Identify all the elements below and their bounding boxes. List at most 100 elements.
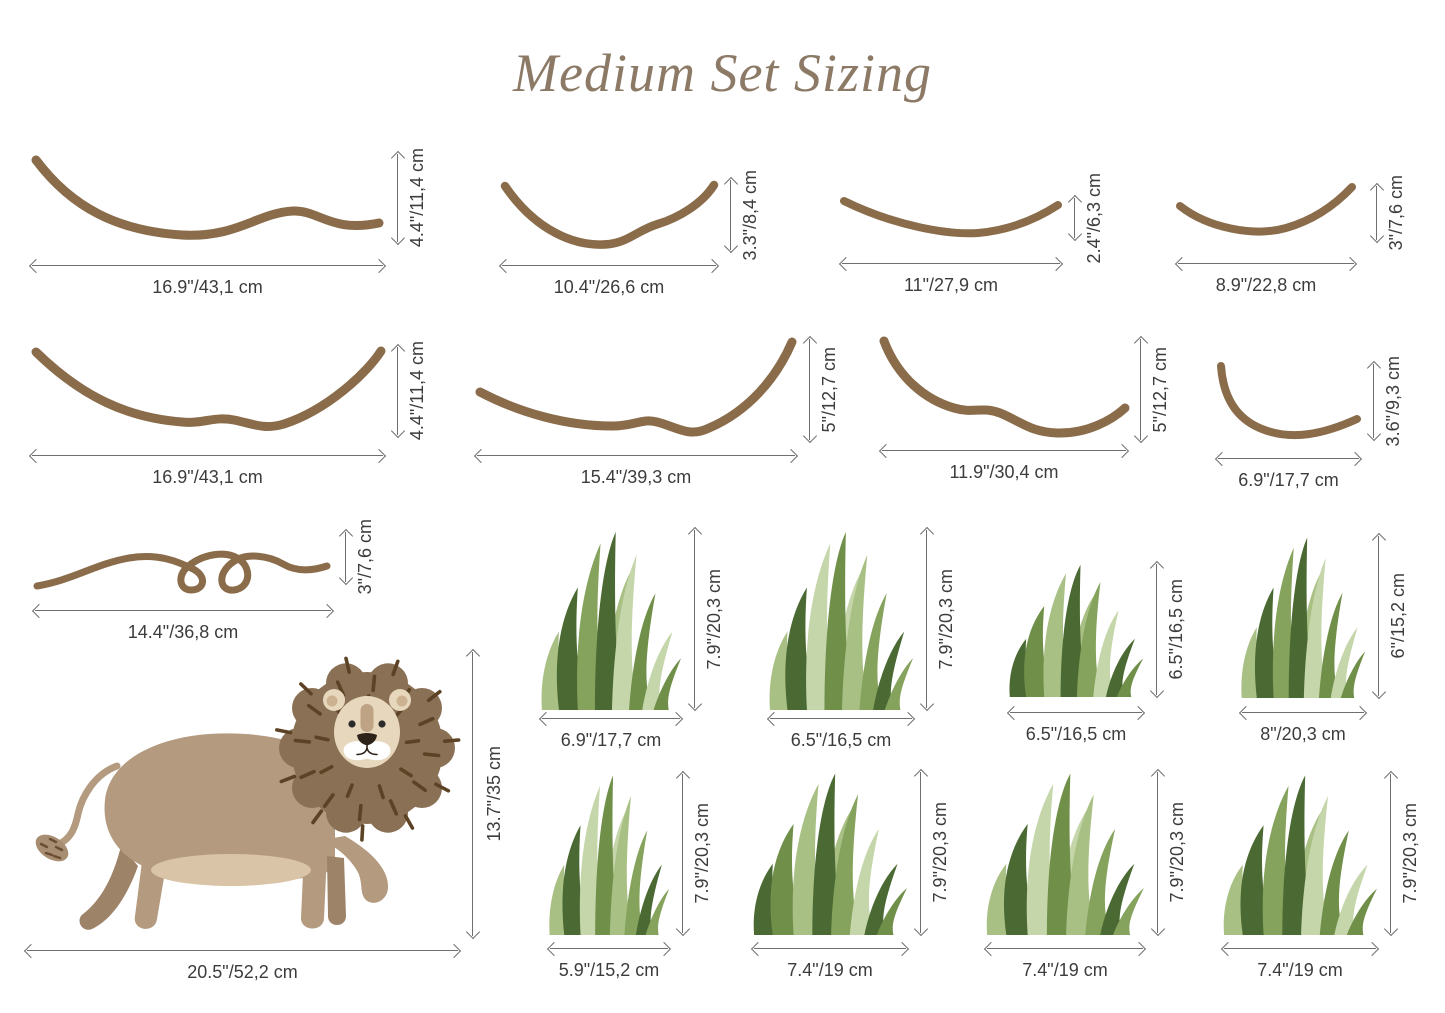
height-arrow (345, 532, 346, 582)
width-dimension-label: 5.9"/15,2 cm (558, 960, 660, 980)
height-dimension-label: 3.3"/8,4 cm (739, 169, 760, 261)
height-arrow (397, 347, 398, 435)
width-arrow (550, 948, 668, 949)
lion-raised-paw (321, 836, 389, 903)
branch-decal-7: 11.9"/30,4 cm 5"/12,7 cm (879, 336, 1170, 482)
lion-far-front-leg (327, 856, 346, 925)
width-arrow (842, 263, 1060, 264)
lion-near-front-leg (301, 852, 327, 929)
width-arrow (32, 265, 383, 266)
width-dimension-label: 16.9"/43,1 cm (152, 277, 263, 297)
branch-1-art (31, 155, 384, 240)
lion-tail (35, 762, 121, 862)
grass-2-art (769, 531, 914, 710)
height-arrow (1390, 774, 1391, 933)
height-dimension-label: 4.4"/11,4 cm (406, 148, 427, 248)
height-dimension-label: 7.9"/20,3 cm (929, 802, 950, 903)
vine-decal: 14.4"/36,8 cm 3"/7,6 cm (33, 519, 375, 642)
height-arrow (682, 774, 683, 933)
branch-6-art (475, 337, 797, 437)
height-dimension-label: 7.9"/20,3 cm (691, 803, 712, 904)
branch-decal-5: 16.9"/43,1 cm 4.4"/11,4 cm (30, 341, 427, 487)
height-dimension-label: 3"/7,6 cm (1385, 175, 1406, 251)
lion-decal: 20.5"/52,2 cm 13.7"/35 cm (25, 648, 504, 982)
height-dimension-label: 5"/12,7 cm (818, 346, 839, 433)
height-dimension-label: 7.9"/20,3 cm (1166, 802, 1187, 903)
branch-5-art (31, 346, 386, 431)
width-arrow (27, 950, 458, 951)
width-arrow (1010, 712, 1142, 713)
width-arrow (882, 450, 1126, 451)
grass-6-art (753, 773, 907, 935)
lion-face (334, 696, 400, 768)
width-dimension-label: 11"/27,9 cm (903, 275, 999, 295)
height-arrow (1157, 772, 1158, 933)
height-arrow (1376, 186, 1377, 240)
width-dimension-label: 8"/20,3 cm (1260, 724, 1346, 744)
width-arrow (770, 718, 912, 719)
branch-decal-6: 15.4"/39,3 cm 5"/12,7 cm (475, 337, 839, 487)
height-arrow (1074, 198, 1075, 238)
width-arrow (1224, 948, 1376, 949)
width-dimension-label: 6.9"/17,7 cm (560, 730, 662, 750)
width-dimension-label: 10.4"/26,6 cm (553, 277, 665, 297)
height-arrow (694, 530, 695, 708)
width-dimension-label: 6.5"/16,5 cm (790, 730, 892, 750)
branch-7-art (879, 336, 1130, 438)
grass-4-art (1241, 537, 1366, 698)
width-arrow (987, 948, 1143, 949)
grass-decal-5: 5.9"/15,2 cm 7.9"/20,3 cm (548, 772, 712, 980)
grass-decal-7: 7.4"/19 cm 7.9"/20,3 cm (985, 770, 1187, 980)
height-arrow (1373, 364, 1374, 438)
height-dimension-label: 3"/7,6 cm (354, 519, 375, 595)
branch-decal-3: 11"/27,9 cm 2.4"/6,3 cm (840, 173, 1104, 295)
height-arrow (397, 154, 398, 242)
grass-7-art (986, 773, 1144, 935)
branch-decal-1: 16.9"/43,1 cm 4.4"/11,4 cm (30, 148, 427, 297)
branch-4-art (1176, 183, 1356, 236)
branch-decal-2: 10.4"/26,6 cm 3.3"/8,4 cm (500, 170, 760, 297)
grass-decal-2: 6.5"/16,5 cm 7.9"/20,3 cm (768, 528, 956, 750)
grass-8-art (1223, 775, 1377, 935)
width-dimension-label: 15.4"/39,3 cm (580, 467, 692, 487)
height-dimension-label: 7.9"/20,3 cm (703, 568, 724, 670)
width-arrow (1242, 712, 1364, 713)
width-arrow (32, 455, 383, 456)
width-dimension-label: 6.5"/16,5 cm (1025, 724, 1127, 744)
grass-1-art (541, 531, 682, 710)
height-dimension-label: 4.4"/11,4 cm (406, 341, 427, 441)
width-arrow (477, 455, 795, 456)
grass-decal-4: 8"/20,3 cm 6"/15,2 cm (1240, 534, 1408, 744)
grass-3-art (1009, 564, 1144, 697)
height-arrow (730, 180, 731, 250)
width-arrow (542, 718, 680, 719)
height-dimension-label: 2.4"/6,3 cm (1083, 172, 1104, 264)
height-arrow (472, 652, 473, 936)
height-arrow (1378, 536, 1379, 696)
height-dimension-label: 3.6"/9,3 cm (1382, 355, 1403, 447)
height-dimension-label: 6"/15,2 cm (1387, 573, 1408, 659)
height-dimension-label: 7.9"/20,3 cm (1399, 803, 1420, 904)
width-arrow (1178, 263, 1354, 264)
width-dimension-label: 11.9"/30,4 cm (949, 462, 1059, 482)
grass-decal-8: 7.4"/19 cm 7.9"/20,3 cm (1222, 772, 1420, 980)
height-arrow (809, 339, 810, 440)
width-dimension-label: 8.9"/22,8 cm (1215, 275, 1317, 295)
branch-3-art (840, 197, 1062, 238)
branch-2-art (500, 180, 719, 249)
grass-5-art (549, 775, 670, 935)
height-dimension-label: 7.9"/20,3 cm (935, 568, 956, 670)
vine-art (33, 550, 331, 594)
width-dimension-label: 7.4"/19 cm (1257, 960, 1343, 980)
width-arrow (35, 610, 331, 611)
height-arrow (920, 772, 921, 933)
height-dimension-label: 6.5"/16,5 cm (1165, 579, 1186, 680)
width-dimension-label: 16.9"/43,1 cm (152, 467, 263, 487)
height-arrow (1140, 339, 1141, 440)
height-arrow (926, 530, 927, 708)
width-dimension-label: 6.9"/17,7 cm (1238, 470, 1339, 490)
width-arrow (502, 265, 716, 266)
height-arrow (1156, 564, 1157, 695)
grass-decal-6: 7.4"/19 cm 7.9"/20,3 cm (752, 770, 950, 980)
